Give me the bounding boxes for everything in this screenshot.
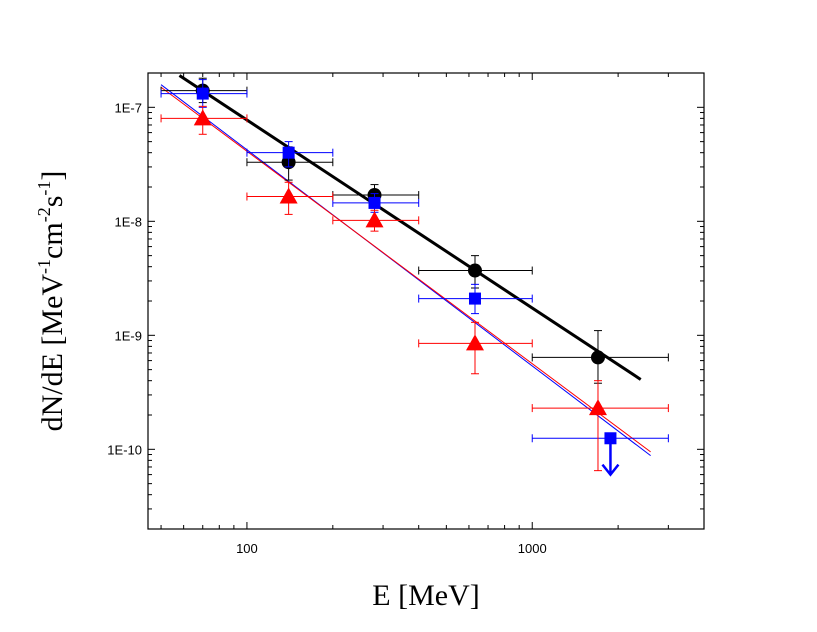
y-axis-title-unit3: s — [36, 196, 69, 208]
data-point-square — [368, 196, 381, 209]
fit-lines — [160, 74, 651, 457]
data-point-circle — [467, 263, 482, 278]
y-axis: 1E-7 1E-8 1E-9 1E-10 — [107, 72, 704, 530]
y-axis-title-exp2: -2 — [34, 207, 54, 222]
data-point-triangle — [365, 211, 384, 228]
data-point-triangle — [193, 109, 212, 126]
y-axis-title-main: dN/dE [MeV — [36, 274, 69, 432]
x-tick-label: 1000 — [518, 541, 547, 556]
y-tick-label: 1E-8 — [115, 214, 142, 229]
fit-line-black-fit — [178, 74, 642, 381]
y-axis-title: dN/dE [MeV-1cm-2s-1] — [34, 171, 69, 432]
y-axis-title-exp1: -1 — [34, 259, 54, 274]
data-point-triangle — [279, 187, 298, 204]
x-axis: 100 1000 — [160, 73, 705, 556]
series-red-triangles — [160, 105, 669, 472]
x-axis-title: E [MeV] — [372, 579, 479, 612]
upper-limit-arrowhead — [601, 463, 620, 477]
data-point-triangle — [465, 334, 484, 351]
fit-line-red-fit — [160, 86, 651, 453]
y-axis-title-exp3: -1 — [34, 181, 54, 196]
y-tick-label: 1E-9 — [115, 328, 142, 343]
data-point-square — [282, 146, 295, 159]
plot-content — [160, 74, 669, 477]
x-tick-label: 100 — [236, 541, 258, 556]
data-point-square — [196, 87, 209, 100]
data-point-triangle — [588, 399, 607, 416]
series-blue-squares — [160, 79, 669, 477]
y-tick-label: 1E-7 — [115, 100, 142, 115]
y-tick-label: 1E-10 — [107, 442, 142, 457]
plot-frame — [147, 72, 705, 530]
data-point-square — [468, 292, 481, 305]
y-axis-title-close: ] — [36, 171, 69, 181]
data-point-circle — [590, 350, 605, 365]
y-axis-title-unit2: cm — [36, 222, 69, 259]
data-point-square — [604, 432, 617, 445]
